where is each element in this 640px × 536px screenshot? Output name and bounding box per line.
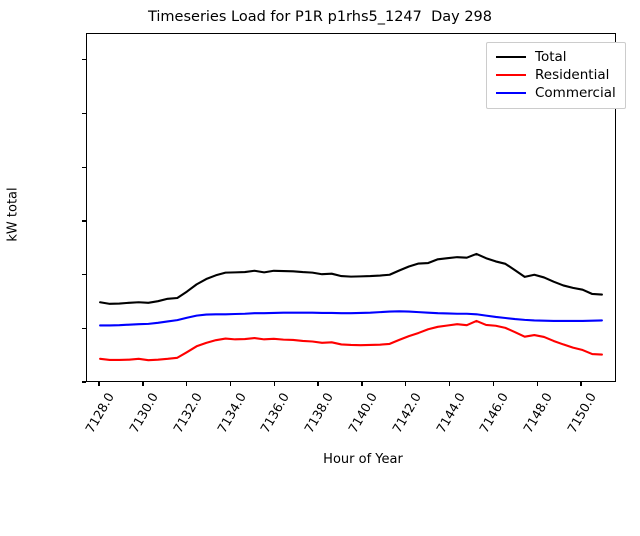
- y-tick-mark: [82, 327, 86, 329]
- chart-figure: Timeseries Load for P1R p1rhs5_1247 Day …: [5, 9, 626, 467]
- series-line-residential: [100, 321, 602, 360]
- x-tick-mark: [273, 382, 275, 386]
- chart-legend: Total Residential Commercial: [486, 42, 626, 109]
- x-tick-mark: [536, 382, 538, 386]
- x-tick-mark: [98, 382, 100, 386]
- legend-label: Residential: [535, 67, 610, 83]
- x-axis-label: Hour of Year: [323, 452, 403, 467]
- legend-swatch-total: [496, 55, 526, 59]
- legend-item-total[interactable]: Total: [496, 48, 616, 66]
- x-tick-mark: [448, 382, 451, 386]
- x-tick-mark: [229, 382, 232, 386]
- x-tick-mark: [405, 382, 407, 386]
- x-tick-mark: [361, 382, 363, 386]
- legend-swatch-commercial: [496, 91, 526, 95]
- y-tick-mark: [82, 220, 86, 222]
- x-tick-mark: [186, 382, 188, 386]
- chart-title: Timeseries Load for P1R p1rhs5_1247 Day …: [147, 9, 493, 25]
- series-line-total: [100, 254, 602, 304]
- y-tick-mark: [82, 112, 86, 115]
- legend-swatch-residential: [496, 73, 526, 77]
- x-tick-mark: [580, 382, 582, 386]
- legend-label: Total: [535, 49, 567, 65]
- legend-item-commercial[interactable]: Commercial: [496, 84, 616, 102]
- y-axis-label: kW total: [5, 187, 21, 242]
- plot-lines: [87, 34, 615, 381]
- y-tick-mark: [82, 166, 86, 168]
- legend-item-residential[interactable]: Residential: [496, 66, 616, 84]
- x-tick-mark: [317, 382, 319, 386]
- legend-label: Commercial: [535, 85, 616, 101]
- series-line-commercial: [100, 311, 602, 325]
- x-tick-mark: [142, 382, 144, 386]
- y-tick-mark: [82, 59, 86, 61]
- y-tick-mark: [82, 273, 86, 276]
- x-tick-mark: [492, 382, 494, 386]
- y-tick-mark: [82, 381, 86, 383]
